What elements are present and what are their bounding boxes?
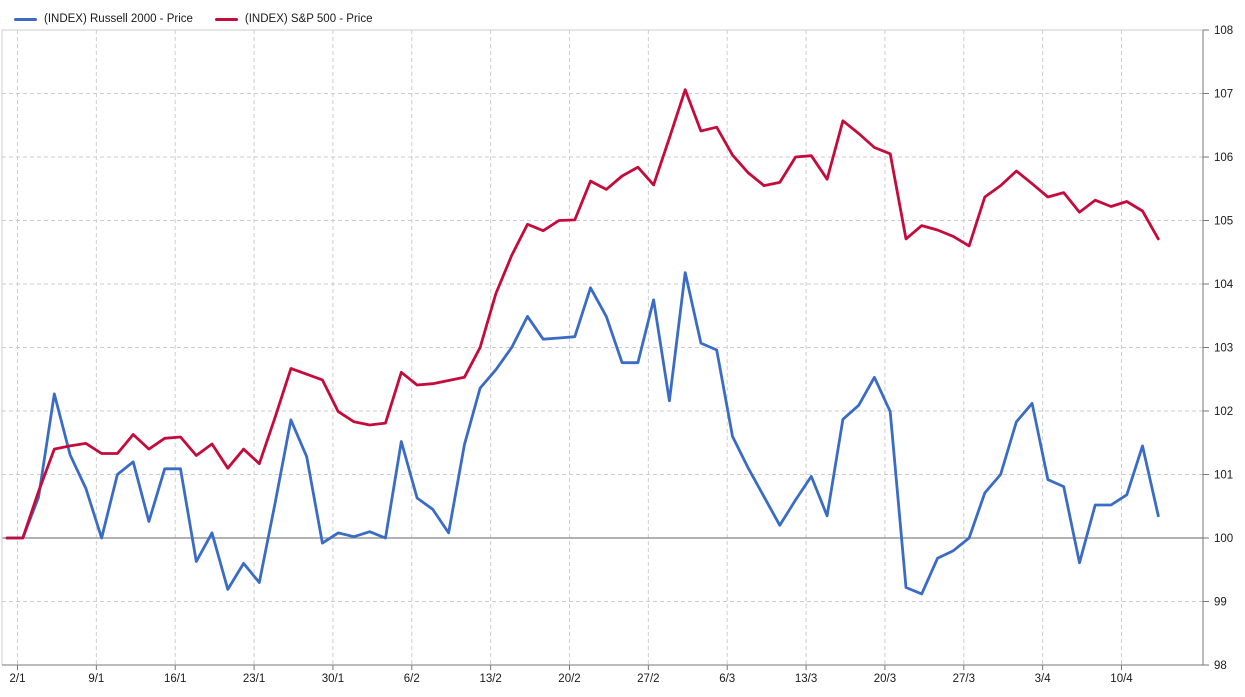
y-axis-label-100: 100	[1214, 533, 1233, 545]
x-axis-label-27/2: 27/2	[637, 673, 659, 685]
y-axis-label-107: 107	[1214, 89, 1233, 101]
chart-legend: (INDEX) Russell 2000 - Price (INDEX) S&P…	[14, 13, 373, 25]
x-axis-label-23/1: 23/1	[243, 673, 265, 685]
x-axis-label-6/2: 6/2	[404, 673, 420, 685]
x-axis-label-27/3: 27/3	[953, 673, 975, 685]
russell-2000-line-swatch	[14, 17, 37, 21]
y-axis-label-108: 108	[1214, 25, 1233, 37]
legend-label-russell-2000: (INDEX) Russell 2000 - Price	[44, 13, 193, 25]
x-axis-label-10/4: 10/4	[1110, 673, 1133, 685]
y-axis-label-105: 105	[1214, 216, 1233, 228]
x-axis-label-3/4: 3/4	[1035, 673, 1052, 685]
legend-label-sp-500: (INDEX) S&P 500 - Price	[244, 13, 373, 25]
x-axis-label-13/2: 13/2	[479, 673, 501, 685]
sp-500-line-swatch	[214, 17, 238, 21]
legend-item-russell-2000[interactable]: (INDEX) Russell 2000 - Price	[14, 13, 193, 25]
series-line-sp-500[interactable]	[5, 88, 1160, 540]
x-axis-label-20/2: 20/2	[558, 673, 580, 685]
y-axis-label-102: 102	[1214, 406, 1233, 418]
x-axis-label-2/1: 2/1	[10, 673, 26, 685]
x-axis-label-16/1: 16/1	[164, 673, 186, 685]
legend-item-sp-500[interactable]: (INDEX) S&P 500 - Price	[214, 13, 373, 25]
x-axis-label-20/3: 20/3	[874, 673, 896, 685]
y-axis-label-98: 98	[1214, 660, 1227, 672]
y-axis-label-106: 106	[1214, 152, 1233, 164]
x-axis-label-13/3: 13/3	[795, 673, 817, 685]
y-axis-label-104: 104	[1214, 279, 1234, 291]
x-axis-label-30/1: 30/1	[322, 673, 344, 685]
y-axis-label-99: 99	[1214, 597, 1227, 609]
y-axis-label-103: 103	[1214, 343, 1233, 355]
x-axis-label-6/3: 6/3	[719, 673, 735, 685]
x-axis-label-9/1: 9/1	[88, 673, 104, 685]
series-line-russell-2000[interactable]	[5, 271, 1160, 596]
y-axis-label-101: 101	[1214, 470, 1233, 482]
